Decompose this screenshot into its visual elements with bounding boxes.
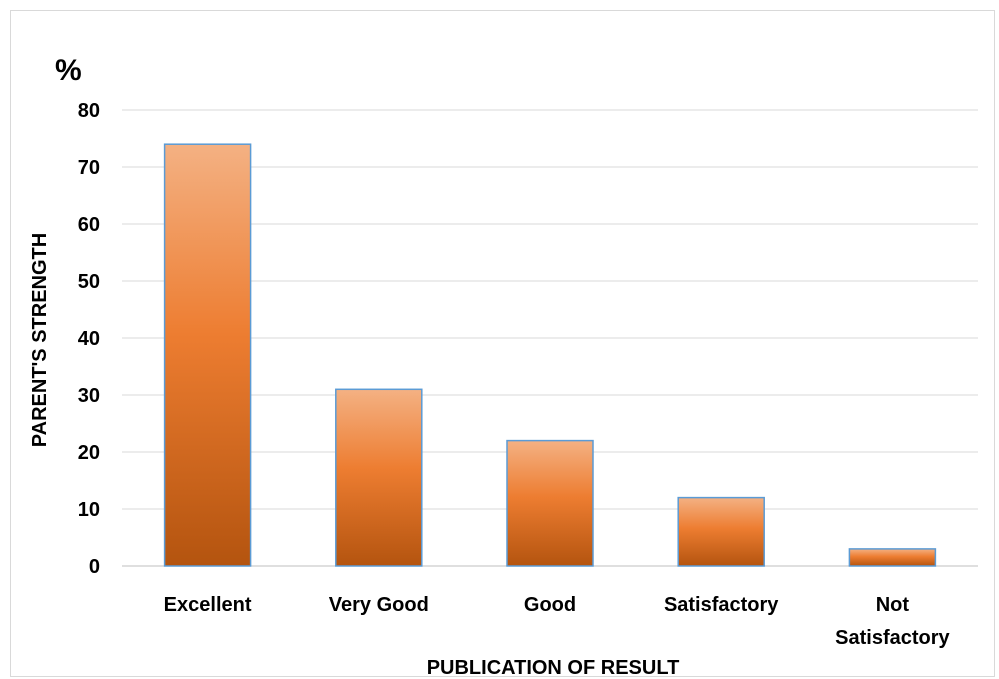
y-unit-label: % <box>55 54 82 87</box>
y-axis-title: PARENT'S STRENGTH <box>29 233 51 447</box>
y-tick-label: 60 <box>78 214 100 236</box>
y-tick-label: 30 <box>78 385 100 407</box>
y-tick-label: 20 <box>78 442 100 464</box>
x-axis-title: PUBLICATION OF RESULT <box>427 657 680 679</box>
gridlines <box>122 109 978 567</box>
bar-not-satisfactory <box>848 548 937 567</box>
y-tick-label: 50 <box>78 271 100 293</box>
y-tick-label: 80 <box>78 100 100 122</box>
bars <box>163 143 937 567</box>
y-tick-label: 0 <box>89 556 100 578</box>
y-tick-label: 70 <box>78 157 100 179</box>
x-tick-label: Excellent <box>164 594 252 616</box>
bar-satisfactory <box>677 496 765 567</box>
x-tick-label: Good <box>524 594 576 616</box>
x-tick-label: Very Good <box>329 594 429 616</box>
y-tick-labels: 0 10 20 30 40 50 60 70 80 <box>78 100 100 578</box>
x-tick-labels: Excellent Very Good Good Satisfactory Not Sat… <box>164 594 951 649</box>
bar-good <box>506 439 594 567</box>
bar-very-good <box>335 388 423 567</box>
x-tick-label: Satisfactory <box>664 594 779 616</box>
x-tick-label: Not Satisfactory <box>835 594 950 649</box>
bar-excellent <box>163 143 252 567</box>
y-tick-label: 40 <box>78 328 100 350</box>
y-tick-label: 10 <box>78 499 100 521</box>
